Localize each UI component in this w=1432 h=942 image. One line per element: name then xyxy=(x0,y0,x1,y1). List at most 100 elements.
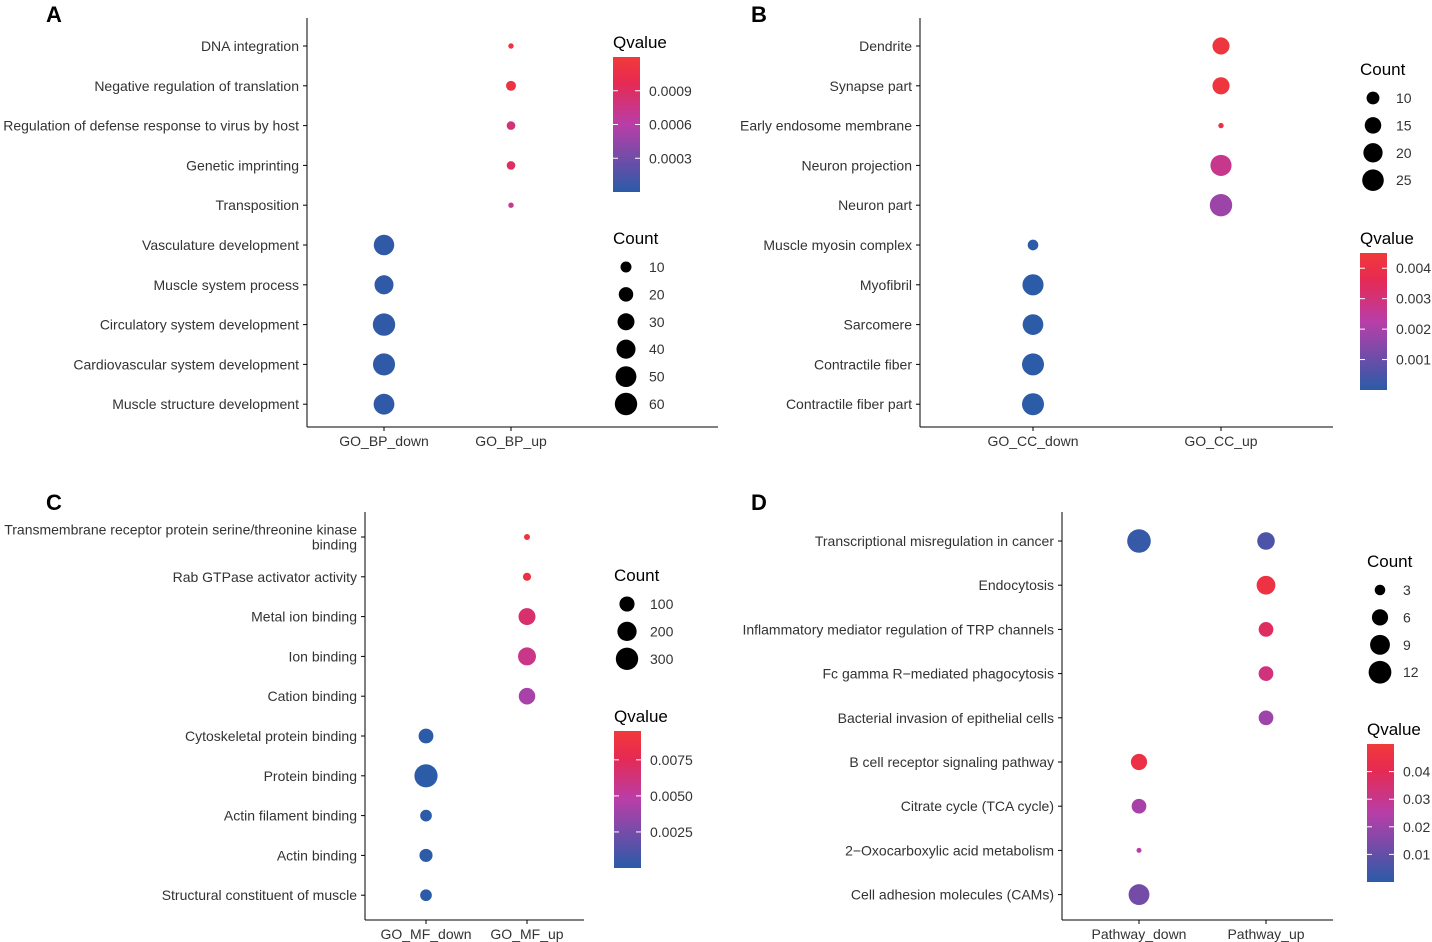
count-legend-key xyxy=(618,287,634,302)
count-legend-label: 60 xyxy=(649,396,665,412)
qvalue-legend-title: Qvalue xyxy=(614,707,668,726)
panel-c: C Transmembrane receptor protein serine/t… xyxy=(4,490,693,942)
qvalue-legend-label: 0.02 xyxy=(1403,819,1430,835)
count-legend-key xyxy=(1363,143,1383,163)
x-tick-label: Pathway_up xyxy=(1227,926,1304,942)
count-legend-key xyxy=(614,392,638,416)
panel-d-letter: D xyxy=(751,490,767,515)
panel-a-letter: A xyxy=(46,2,62,27)
y-tick-label: 2−Oxocarboxylic acid metabolism xyxy=(845,842,1054,858)
data-point xyxy=(1218,122,1224,129)
data-point xyxy=(1022,274,1044,296)
count-legend-label: 50 xyxy=(649,369,665,385)
y-tick-label: Bacterial invasion of epithelial cells xyxy=(838,710,1054,726)
data-point xyxy=(1210,154,1232,176)
data-point xyxy=(1127,529,1151,553)
count-legend-key xyxy=(1374,584,1386,596)
data-point xyxy=(508,202,514,208)
data-point xyxy=(1212,37,1230,55)
data-point xyxy=(506,161,516,170)
data-point xyxy=(1027,239,1039,251)
x-tick-label: GO_BP_down xyxy=(339,433,429,449)
y-tick-label: Inflammatory mediator regulation of TRP … xyxy=(742,621,1054,637)
data-point xyxy=(1258,622,1274,637)
data-point xyxy=(518,608,536,626)
y-tick-label: Negative regulation of translation xyxy=(94,78,299,94)
y-tick-label: Ion binding xyxy=(288,648,357,664)
data-point xyxy=(372,353,396,376)
y-tick-label: Endocytosis xyxy=(979,577,1054,593)
x-tick-label: GO_MF_up xyxy=(490,926,563,942)
qvalue-colorbar xyxy=(1360,253,1387,390)
x-tick-label: GO_MF_down xyxy=(380,926,471,942)
data-point xyxy=(374,275,394,295)
y-tick-label: Metal ion binding xyxy=(251,609,357,625)
qvalue-legend-label: 0.0025 xyxy=(650,824,693,840)
data-point xyxy=(506,80,516,91)
data-point xyxy=(1131,798,1147,814)
y-tick-label: Genetic imprinting xyxy=(186,157,299,173)
x-tick-label: Pathway_down xyxy=(1092,926,1187,942)
y-tick-label: Transcriptional misregulation in cancer xyxy=(815,533,1054,549)
data-point xyxy=(1128,884,1150,906)
panel-b: B Dendrite Synapse part Early endosome memb… xyxy=(740,2,1431,449)
qvalue-legend-label: 0.03 xyxy=(1403,791,1430,807)
qvalue-legend-label: 0.0050 xyxy=(650,788,693,804)
qvalue-legend-label: 0.0009 xyxy=(649,83,692,99)
data-point xyxy=(1022,314,1044,335)
y-tick-label: Actin binding xyxy=(277,847,357,863)
data-point xyxy=(1212,77,1230,95)
y-tick-label: Fc gamma R−mediated phagocytosis xyxy=(823,666,1055,682)
count-legend-key xyxy=(1370,634,1390,655)
y-tick-label-line: binding xyxy=(312,537,357,553)
y-tick-label: Regulation of defense response to virus … xyxy=(3,118,299,134)
y-tick-label: Cation binding xyxy=(267,688,357,704)
qvalue-legend-label: 0.0075 xyxy=(650,752,693,768)
count-legend-key xyxy=(619,596,635,612)
y-tick-label: Muscle system process xyxy=(154,277,299,293)
y-tick-label: Cardiovascular system development xyxy=(73,356,299,372)
data-point xyxy=(1022,393,1044,416)
y-tick-label: Structural constituent of muscle xyxy=(162,887,358,903)
x-tick-label: GO_CC_up xyxy=(1184,433,1257,449)
y-tick-label: Contractile fiber part xyxy=(786,396,912,412)
count-legend-label: 10 xyxy=(649,259,665,275)
count-legend-label: 100 xyxy=(650,596,674,612)
qvalue-legend-label: 0.002 xyxy=(1396,321,1431,337)
count-legend-label: 10 xyxy=(1396,90,1412,106)
y-tick-label: Neuron projection xyxy=(801,157,912,173)
count-legend-key xyxy=(616,339,636,359)
count-legend-title: Count xyxy=(1360,60,1406,79)
count-legend-title: Count xyxy=(1367,552,1413,571)
data-point xyxy=(373,393,395,415)
count-legend-label: 300 xyxy=(650,651,674,667)
count-legend-key xyxy=(615,647,639,670)
count-legend-title: Count xyxy=(614,566,660,585)
qvalue-legend-label: 0.0006 xyxy=(649,117,692,133)
x-tick-label: GO_CC_down xyxy=(987,433,1078,449)
panel-c-letter: C xyxy=(46,490,62,515)
panel-b-letter: B xyxy=(751,2,767,27)
count-legend-label: 15 xyxy=(1396,117,1412,133)
y-tick-label: Synapse part xyxy=(830,78,913,94)
y-tick-label: Early endosome membrane xyxy=(740,118,912,134)
count-legend-key xyxy=(1364,117,1382,134)
qvalue-legend-label: 0.04 xyxy=(1403,764,1430,780)
y-tick-label: Contractile fiber xyxy=(814,356,912,372)
data-point xyxy=(420,889,432,902)
data-point xyxy=(1258,666,1274,681)
data-point xyxy=(518,687,536,705)
data-point xyxy=(1022,353,1044,376)
y-tick-label: Vasculature development xyxy=(142,237,299,253)
y-tick-label: Muscle structure development xyxy=(112,396,299,412)
y-tick-label-line: Transmembrane receptor protein serine/th… xyxy=(4,522,357,538)
y-tick-label: Actin filament binding xyxy=(224,808,357,824)
count-legend-label: 20 xyxy=(649,286,665,302)
y-tick-label: Rab GTPase activator activity xyxy=(173,569,357,585)
count-legend-label: 25 xyxy=(1396,172,1412,188)
data-point xyxy=(420,809,432,822)
count-legend-label: 6 xyxy=(1403,609,1411,625)
qvalue-legend-label: 0.01 xyxy=(1403,846,1430,862)
data-point xyxy=(419,848,433,862)
